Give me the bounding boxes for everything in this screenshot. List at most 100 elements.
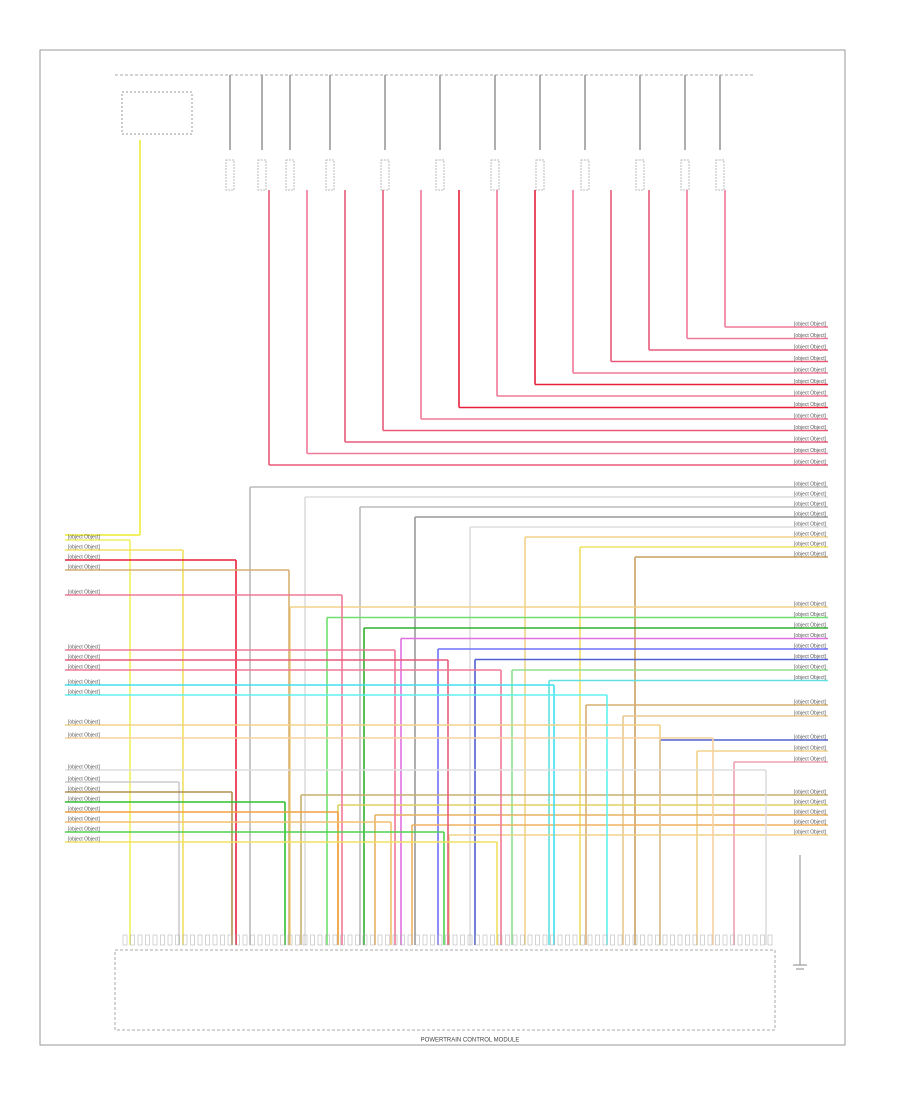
pin [745,934,750,946]
pin [685,934,690,946]
pin [595,934,600,946]
pin [220,934,225,946]
pin [250,934,255,946]
wire-label: [object Object] [68,719,101,725]
wire-label: [object Object] [794,799,827,805]
pin [407,934,413,946]
pin [385,934,390,946]
pin [437,934,443,946]
pin [505,934,510,946]
connector [635,159,645,191]
wire-label: [object Object] [68,689,101,695]
wire-label: [object Object] [794,809,827,815]
pin [707,934,713,946]
wire-label: [object Object] [68,589,101,595]
pin [377,934,383,946]
pin [325,934,330,946]
pin [280,934,285,946]
wire-label: [object Object] [68,564,101,570]
wire-label: [object Object] [794,756,827,762]
pin [602,934,608,946]
wire-label: [object Object] [794,664,827,670]
wire-label: [object Object] [794,622,827,628]
pin [520,934,525,946]
pin [677,934,683,946]
pin [632,934,638,946]
pin [737,934,743,946]
pin [430,934,435,946]
wire-label: [object Object] [68,554,101,560]
connector [285,159,295,191]
wire-label: [object Object] [68,679,101,685]
wire-label: [object Object] [794,448,827,454]
connector [435,159,445,191]
pin [572,934,578,946]
pin [145,934,150,946]
pin [415,934,420,946]
pin [445,934,450,946]
pin [490,934,495,946]
wire-label: [object Object] [68,826,101,832]
wire-label: [object Object] [794,501,827,507]
wire-label: [object Object] [794,459,827,465]
pin [610,934,615,946]
connector [257,159,267,191]
wire-label: [object Object] [794,643,827,649]
connector [535,159,545,191]
connector [580,159,590,191]
pin [137,934,143,946]
pin [257,934,263,946]
pin [347,934,353,946]
wire-label: [object Object] [794,531,827,537]
wire-label: [object Object] [68,654,101,660]
pin [310,934,315,946]
wire-label: [object Object] [794,344,827,350]
wire-label: [object Object] [794,789,827,795]
pin [235,934,240,946]
wire-label: [object Object] [68,806,101,812]
pin [272,934,278,946]
pin [317,934,323,946]
pin [227,934,233,946]
wire-label: [object Object] [794,541,827,547]
pin [190,934,195,946]
pin [242,934,248,946]
pin [265,934,270,946]
pin [422,934,428,946]
pin [565,934,570,946]
wire-label: [object Object] [68,544,101,550]
pin [670,934,675,946]
pin [722,934,728,946]
pin [355,934,360,946]
pin [197,934,203,946]
connector [225,159,235,191]
pin [535,934,540,946]
pin [752,934,758,946]
pin [332,934,338,946]
pin [550,934,555,946]
wire-label: [object Object] [68,786,101,792]
pin [175,934,180,946]
pin [152,934,158,946]
pin [212,934,218,946]
wire-label: [object Object] [794,413,827,419]
wire-label: [object Object] [68,816,101,822]
pin [647,934,653,946]
connector [680,159,690,191]
wire-label: [object Object] [68,796,101,802]
wire-label: [object Object] [794,367,827,373]
pin [700,934,705,946]
wire-label: [object Object] [794,402,827,408]
module-box [114,949,776,1031]
wire-label: [object Object] [794,521,827,527]
pin [692,934,698,946]
wire-label: [object Object] [794,745,827,751]
connector [380,159,390,191]
wire-label: [object Object] [68,644,101,650]
module-label: POWERTRAIN CONTROL MODULE [421,1038,520,1044]
pin [392,934,398,946]
wire-label: [object Object] [794,379,827,385]
wire-label: [object Object] [68,732,101,738]
wire-label: [object Object] [794,699,827,705]
pin [767,934,773,946]
